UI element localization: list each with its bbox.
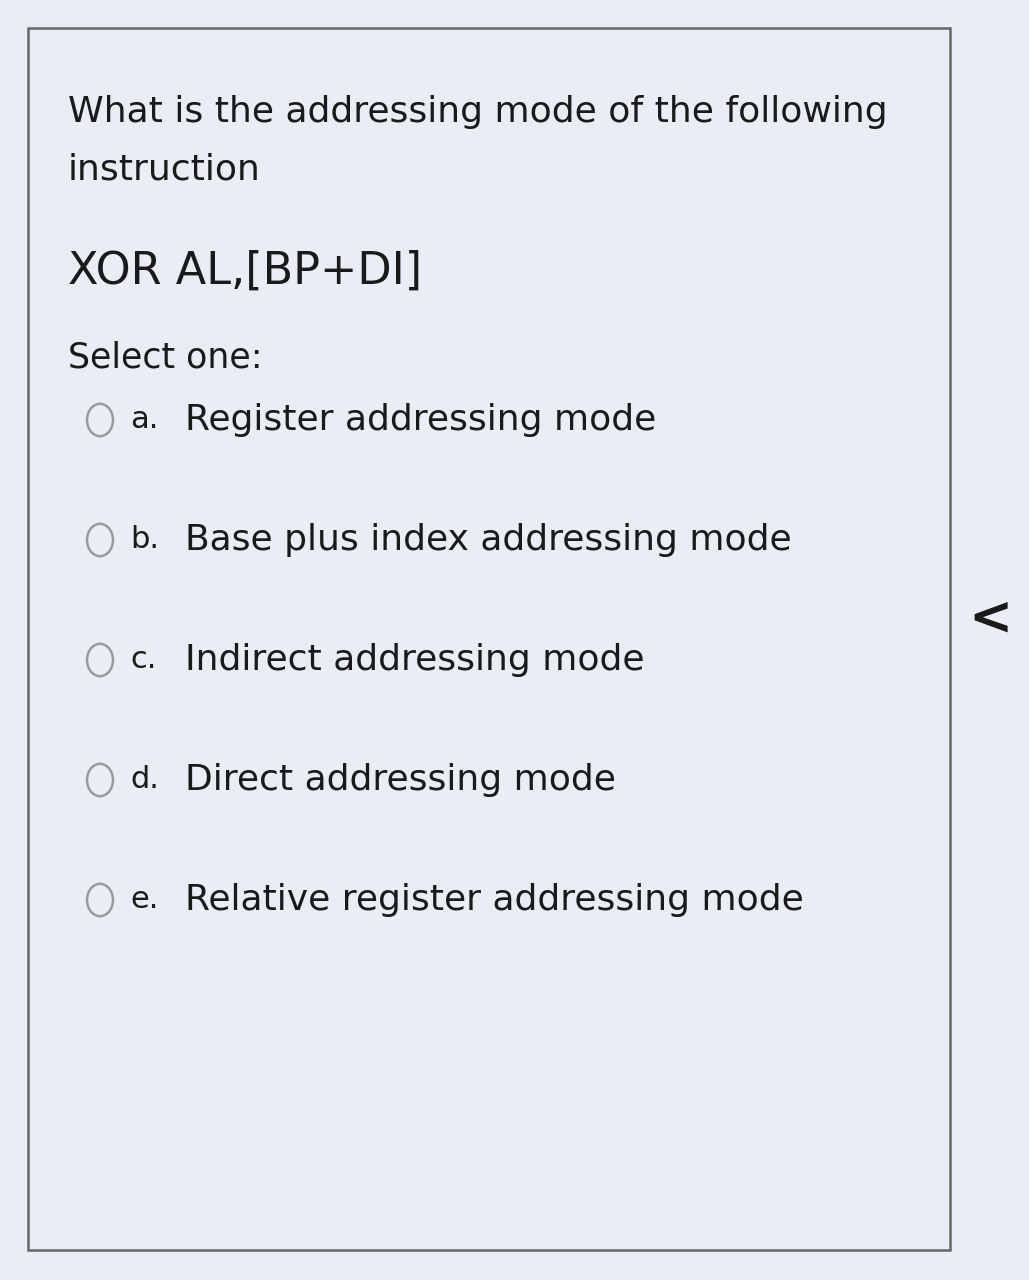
Ellipse shape [87, 883, 113, 916]
Text: instruction: instruction [68, 152, 261, 186]
FancyBboxPatch shape [28, 28, 950, 1251]
Text: XOR AL,[BP+DI]: XOR AL,[BP+DI] [68, 250, 422, 293]
Text: Direct addressing mode: Direct addressing mode [185, 763, 616, 797]
Text: e.: e. [130, 886, 158, 914]
Text: What is the addressing mode of the following: What is the addressing mode of the follo… [68, 95, 888, 129]
Text: Relative register addressing mode: Relative register addressing mode [185, 883, 804, 916]
Ellipse shape [87, 403, 113, 436]
Text: d.: d. [130, 765, 158, 795]
Text: a.: a. [130, 406, 158, 434]
Ellipse shape [87, 524, 113, 557]
Ellipse shape [87, 644, 113, 676]
Text: Register addressing mode: Register addressing mode [185, 403, 657, 436]
Text: Indirect addressing mode: Indirect addressing mode [185, 643, 644, 677]
Ellipse shape [87, 764, 113, 796]
Text: Base plus index addressing mode: Base plus index addressing mode [185, 524, 791, 557]
Text: b.: b. [130, 526, 159, 554]
Text: Select one:: Select one: [68, 340, 262, 374]
Text: c.: c. [130, 645, 156, 675]
Text: <: < [968, 594, 1013, 646]
